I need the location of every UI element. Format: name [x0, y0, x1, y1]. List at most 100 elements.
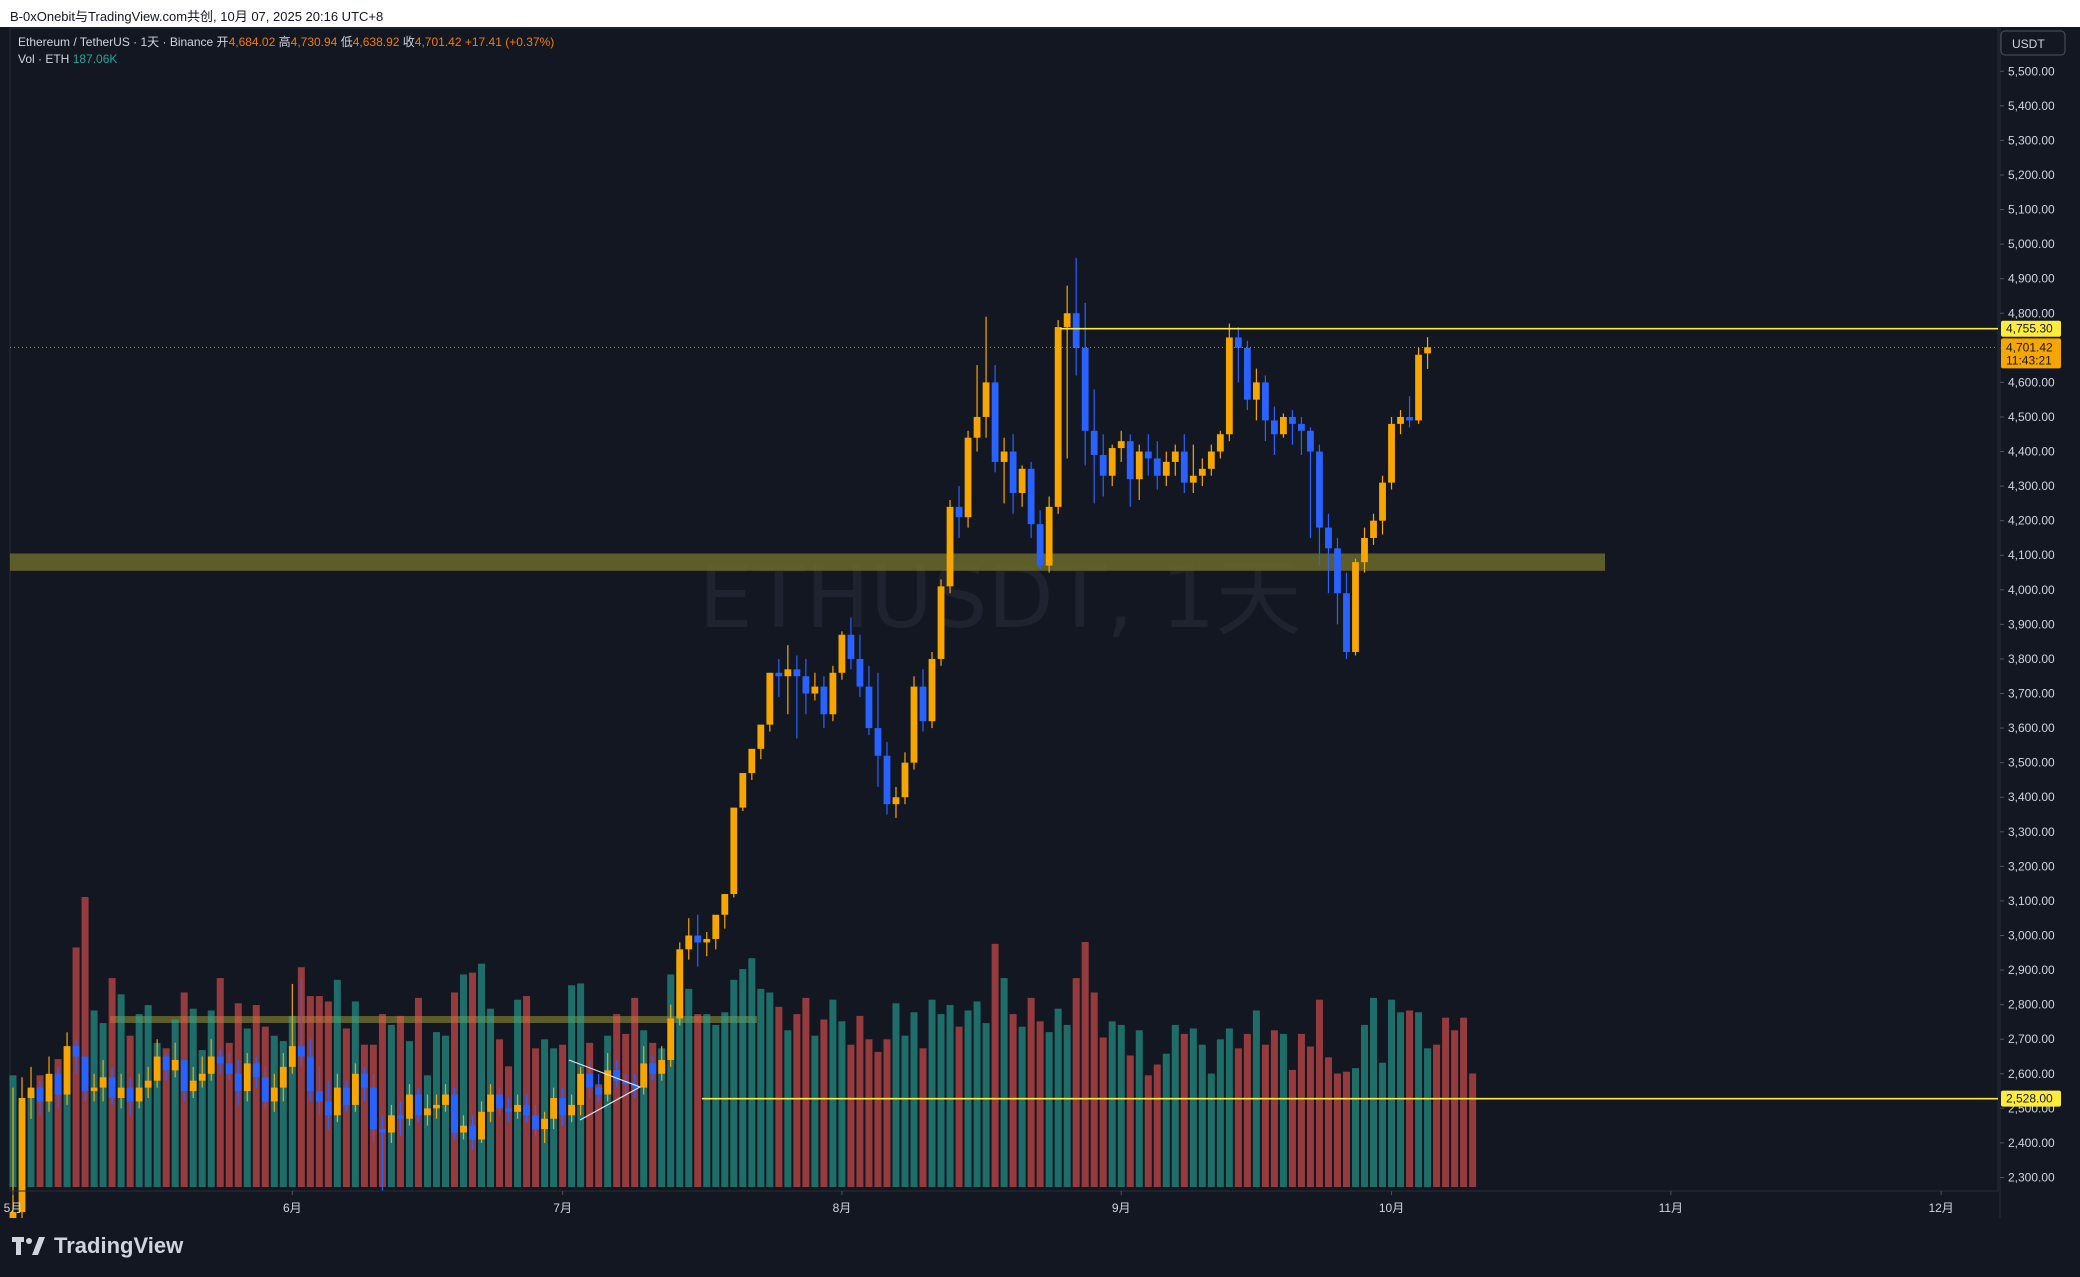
volume-bar	[793, 1014, 801, 1187]
share-bar: B-0xOnebit与TradingView.com共创, 10月 07, 20…	[0, 0, 2080, 27]
price-tick-label: 2,300.00	[2008, 1171, 2055, 1185]
candle-body	[1189, 475, 1197, 483]
candle-body	[1063, 313, 1071, 328]
low-label: 低	[341, 35, 353, 49]
candle-body	[1207, 451, 1215, 469]
time-tick-label: 12月	[1928, 1201, 1953, 1215]
candle-body	[937, 586, 945, 659]
volume-bar	[1288, 1069, 1296, 1187]
high-value: 4,730.94	[291, 35, 338, 49]
price-tick-label: 5,100.00	[2008, 203, 2055, 217]
candle-body	[1406, 416, 1413, 421]
price-tick-label: 3,400.00	[2008, 790, 2055, 804]
ohlc-legend: Ethereum / TetherUS · 1天 · Binance 开4,68…	[18, 34, 554, 49]
close-value: 4,701.42	[415, 35, 462, 49]
volume-bar	[288, 1015, 296, 1187]
price-tick-label: 4,800.00	[2008, 306, 2055, 320]
candle-body	[1243, 347, 1251, 400]
candle-body	[243, 1063, 251, 1092]
footer: TradingView	[0, 1218, 2080, 1277]
candle-body	[478, 1111, 485, 1140]
candle-body	[613, 1070, 621, 1081]
candle-body	[1090, 430, 1098, 455]
candle-body	[523, 1104, 530, 1116]
volume-bar	[198, 1050, 206, 1187]
volume-bar	[766, 992, 774, 1187]
volume-bar	[775, 1006, 783, 1187]
volume-bar	[1108, 1021, 1116, 1187]
candle-body	[1343, 593, 1350, 653]
chart-header: Ethereum / TetherUS · 1天 · Binance 开4,68…	[18, 34, 554, 66]
candle-body	[306, 1056, 314, 1092]
candle-body	[568, 1104, 576, 1116]
volume-bar	[712, 1024, 720, 1187]
volume-bar	[1234, 1048, 1242, 1187]
candle-body	[153, 1056, 161, 1081]
candle-body	[108, 1077, 116, 1098]
price-axis[interactable]: 2,300.002,400.002,500.002,600.002,700.00…	[2000, 27, 2080, 1218]
candle-body	[1334, 548, 1341, 594]
volume-bar	[523, 996, 531, 1187]
candle-body	[721, 894, 729, 915]
share-caption: B-0xOnebit与TradingView.com共创, 10月 07, 20…	[10, 9, 384, 24]
volume-bar	[1117, 1024, 1125, 1187]
candle-body	[351, 1073, 359, 1105]
volume-bar	[901, 1035, 909, 1187]
candle-body	[162, 1056, 170, 1071]
volume-bar	[991, 943, 999, 1187]
change-value: +17.41 (+0.37%)	[465, 35, 554, 49]
volume-bar	[1027, 997, 1035, 1187]
candle-body	[838, 634, 846, 673]
time-axis[interactable]: 5月 6月 7月 8月 9月 10月 11月 12月	[4, 1190, 2080, 1218]
volume-bar	[1361, 1024, 1368, 1187]
candle-body	[1135, 451, 1143, 480]
candle-body	[856, 658, 864, 687]
currency-box	[2000, 30, 2066, 56]
price-tick-label: 3,700.00	[2008, 687, 2055, 701]
candle-body	[1009, 451, 1017, 494]
volume-bar	[982, 1023, 990, 1187]
volume-bar	[396, 1015, 404, 1187]
candle-body	[90, 1087, 98, 1092]
price-chart[interactable]: ETHUSDT, 1天 2,300.002,400.002,500.002,60…	[0, 27, 2080, 1218]
candle-body	[1072, 313, 1080, 348]
volume-bar	[36, 1075, 44, 1187]
candle-body	[865, 686, 873, 729]
volume-label: Vol · ETH	[18, 52, 69, 66]
volume-bar	[81, 897, 89, 1187]
volume-bar	[1126, 1055, 1134, 1187]
volume-bar	[604, 1035, 612, 1187]
candle-body	[469, 1125, 476, 1140]
last-price-badge	[2001, 338, 2061, 369]
price-tick-label: 3,800.00	[2008, 652, 2055, 666]
time-tick-label: 8月	[833, 1201, 852, 1215]
volume-bar	[1243, 1033, 1251, 1187]
candle-body	[1144, 451, 1152, 459]
volume-bar	[865, 1039, 873, 1187]
tradingview-logo[interactable]: TradingView	[12, 1233, 183, 1259]
volume-bar	[1180, 1033, 1188, 1187]
time-tick-label: 5月	[4, 1201, 23, 1215]
volume-bar	[1270, 1030, 1278, 1187]
volume-bar	[1072, 978, 1080, 1187]
candle-body	[1018, 468, 1026, 494]
candle-body	[703, 938, 711, 943]
candle-body	[379, 1129, 386, 1133]
candle-body	[829, 672, 837, 715]
candle-body	[117, 1087, 125, 1098]
candle-body	[586, 1073, 594, 1088]
candle-body	[1054, 327, 1062, 507]
candle-body	[261, 1077, 269, 1102]
candle-body	[1252, 382, 1260, 400]
candle-body	[1162, 461, 1170, 476]
candle-body	[487, 1094, 494, 1112]
volume-bar	[1415, 1012, 1423, 1187]
volume-bar	[1469, 1073, 1477, 1187]
volume-bar	[469, 972, 477, 1187]
price-tick-label: 2,400.00	[2008, 1136, 2055, 1150]
volume-bar	[360, 1044, 368, 1187]
volume-bar	[721, 1012, 729, 1187]
candle-body	[397, 1115, 404, 1119]
candle-body	[1415, 354, 1422, 421]
low-value: 4,638.92	[353, 35, 400, 49]
